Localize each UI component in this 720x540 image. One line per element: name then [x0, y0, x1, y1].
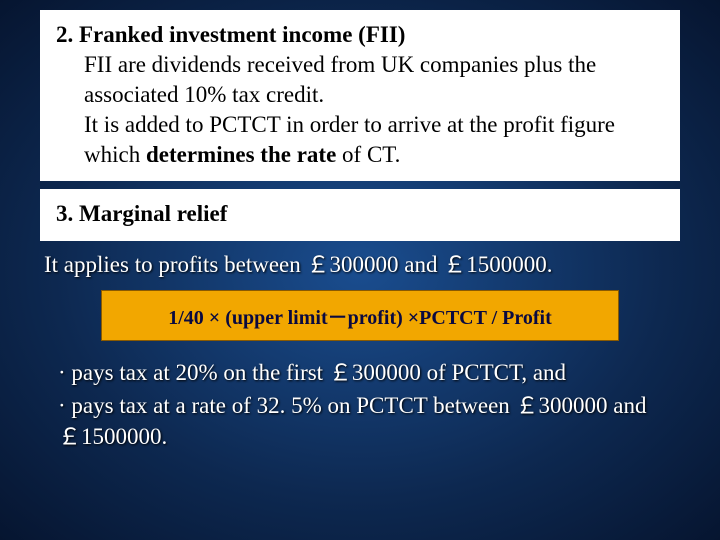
tax-bullets: · pays tax at 20% on the first ￡300000 o… — [58, 357, 680, 452]
section-3-heading: 3. Marginal relief — [56, 201, 227, 226]
tax-bullet-1: · pays tax at 20% on the first ￡300000 o… — [58, 357, 680, 388]
section-2-line2: It is added to PCTCT in order to arrive … — [84, 110, 664, 170]
section-2-line1: FII are dividends received from UK compa… — [84, 50, 664, 110]
section-2-line2-bold: determines the rate — [146, 142, 336, 167]
section-2-heading: 2. Franked investment income (FII) — [56, 20, 664, 50]
section-2-line2b: of CT. — [336, 142, 400, 167]
section-2-box: 2. Franked investment income (FII) FII a… — [40, 10, 680, 181]
section-3-heading-box: 3. Marginal relief — [40, 189, 680, 241]
tax-bullet-2: · pays tax at a rate of 32. 5% on PCTCT … — [58, 390, 680, 452]
slide-root: 2. Franked investment income (FII) FII a… — [0, 0, 720, 540]
section-3-intro: It applies to profits between ￡300000 an… — [44, 249, 676, 280]
marginal-relief-formula: 1/40 × (upper limit－profit) ×PCTCT / Pro… — [101, 290, 619, 341]
